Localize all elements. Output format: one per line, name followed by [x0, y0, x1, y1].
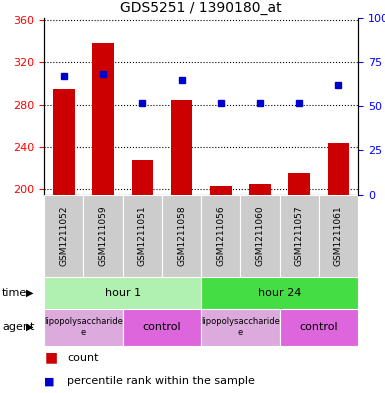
Title: GDS5251 / 1390180_at: GDS5251 / 1390180_at: [121, 1, 282, 15]
Bar: [132, 160, 153, 195]
Text: control: control: [142, 322, 181, 332]
Text: GSM1211060: GSM1211060: [256, 206, 264, 266]
Text: ■: ■: [44, 351, 57, 365]
Text: count: count: [67, 353, 99, 363]
Text: GSM1211061: GSM1211061: [334, 206, 343, 266]
Bar: [44, 277, 201, 309]
Bar: [288, 173, 310, 195]
Text: ■: ■: [44, 376, 55, 386]
Bar: [328, 143, 349, 195]
Text: percentile rank within the sample: percentile rank within the sample: [67, 376, 255, 386]
Bar: [240, 195, 280, 277]
Text: GSM1211059: GSM1211059: [99, 206, 108, 266]
Text: GSM1211058: GSM1211058: [177, 206, 186, 266]
Bar: [123, 195, 162, 277]
Text: time: time: [2, 288, 27, 298]
Text: GSM1211052: GSM1211052: [59, 206, 69, 266]
Bar: [210, 186, 231, 195]
Bar: [84, 195, 123, 277]
Text: GSM1211051: GSM1211051: [138, 206, 147, 266]
Text: lipopolysaccharide
e: lipopolysaccharide e: [201, 318, 280, 337]
Bar: [44, 309, 123, 346]
Text: ▶: ▶: [26, 288, 33, 298]
Bar: [162, 195, 201, 277]
Bar: [201, 309, 280, 346]
Text: ▶: ▶: [26, 322, 33, 332]
Bar: [280, 309, 358, 346]
Text: control: control: [300, 322, 338, 332]
Text: hour 1: hour 1: [105, 288, 141, 298]
Bar: [319, 195, 358, 277]
Bar: [201, 277, 358, 309]
Text: lipopolysaccharide
e: lipopolysaccharide e: [44, 318, 123, 337]
Bar: [249, 184, 271, 195]
Text: GSM1211056: GSM1211056: [216, 206, 225, 266]
Bar: [44, 195, 84, 277]
Bar: [53, 89, 75, 195]
Bar: [123, 309, 201, 346]
Bar: [201, 195, 240, 277]
Bar: [92, 43, 114, 195]
Text: hour 24: hour 24: [258, 288, 301, 298]
Bar: [280, 195, 319, 277]
Bar: [171, 100, 192, 195]
Text: GSM1211057: GSM1211057: [295, 206, 304, 266]
Text: agent: agent: [2, 322, 34, 332]
